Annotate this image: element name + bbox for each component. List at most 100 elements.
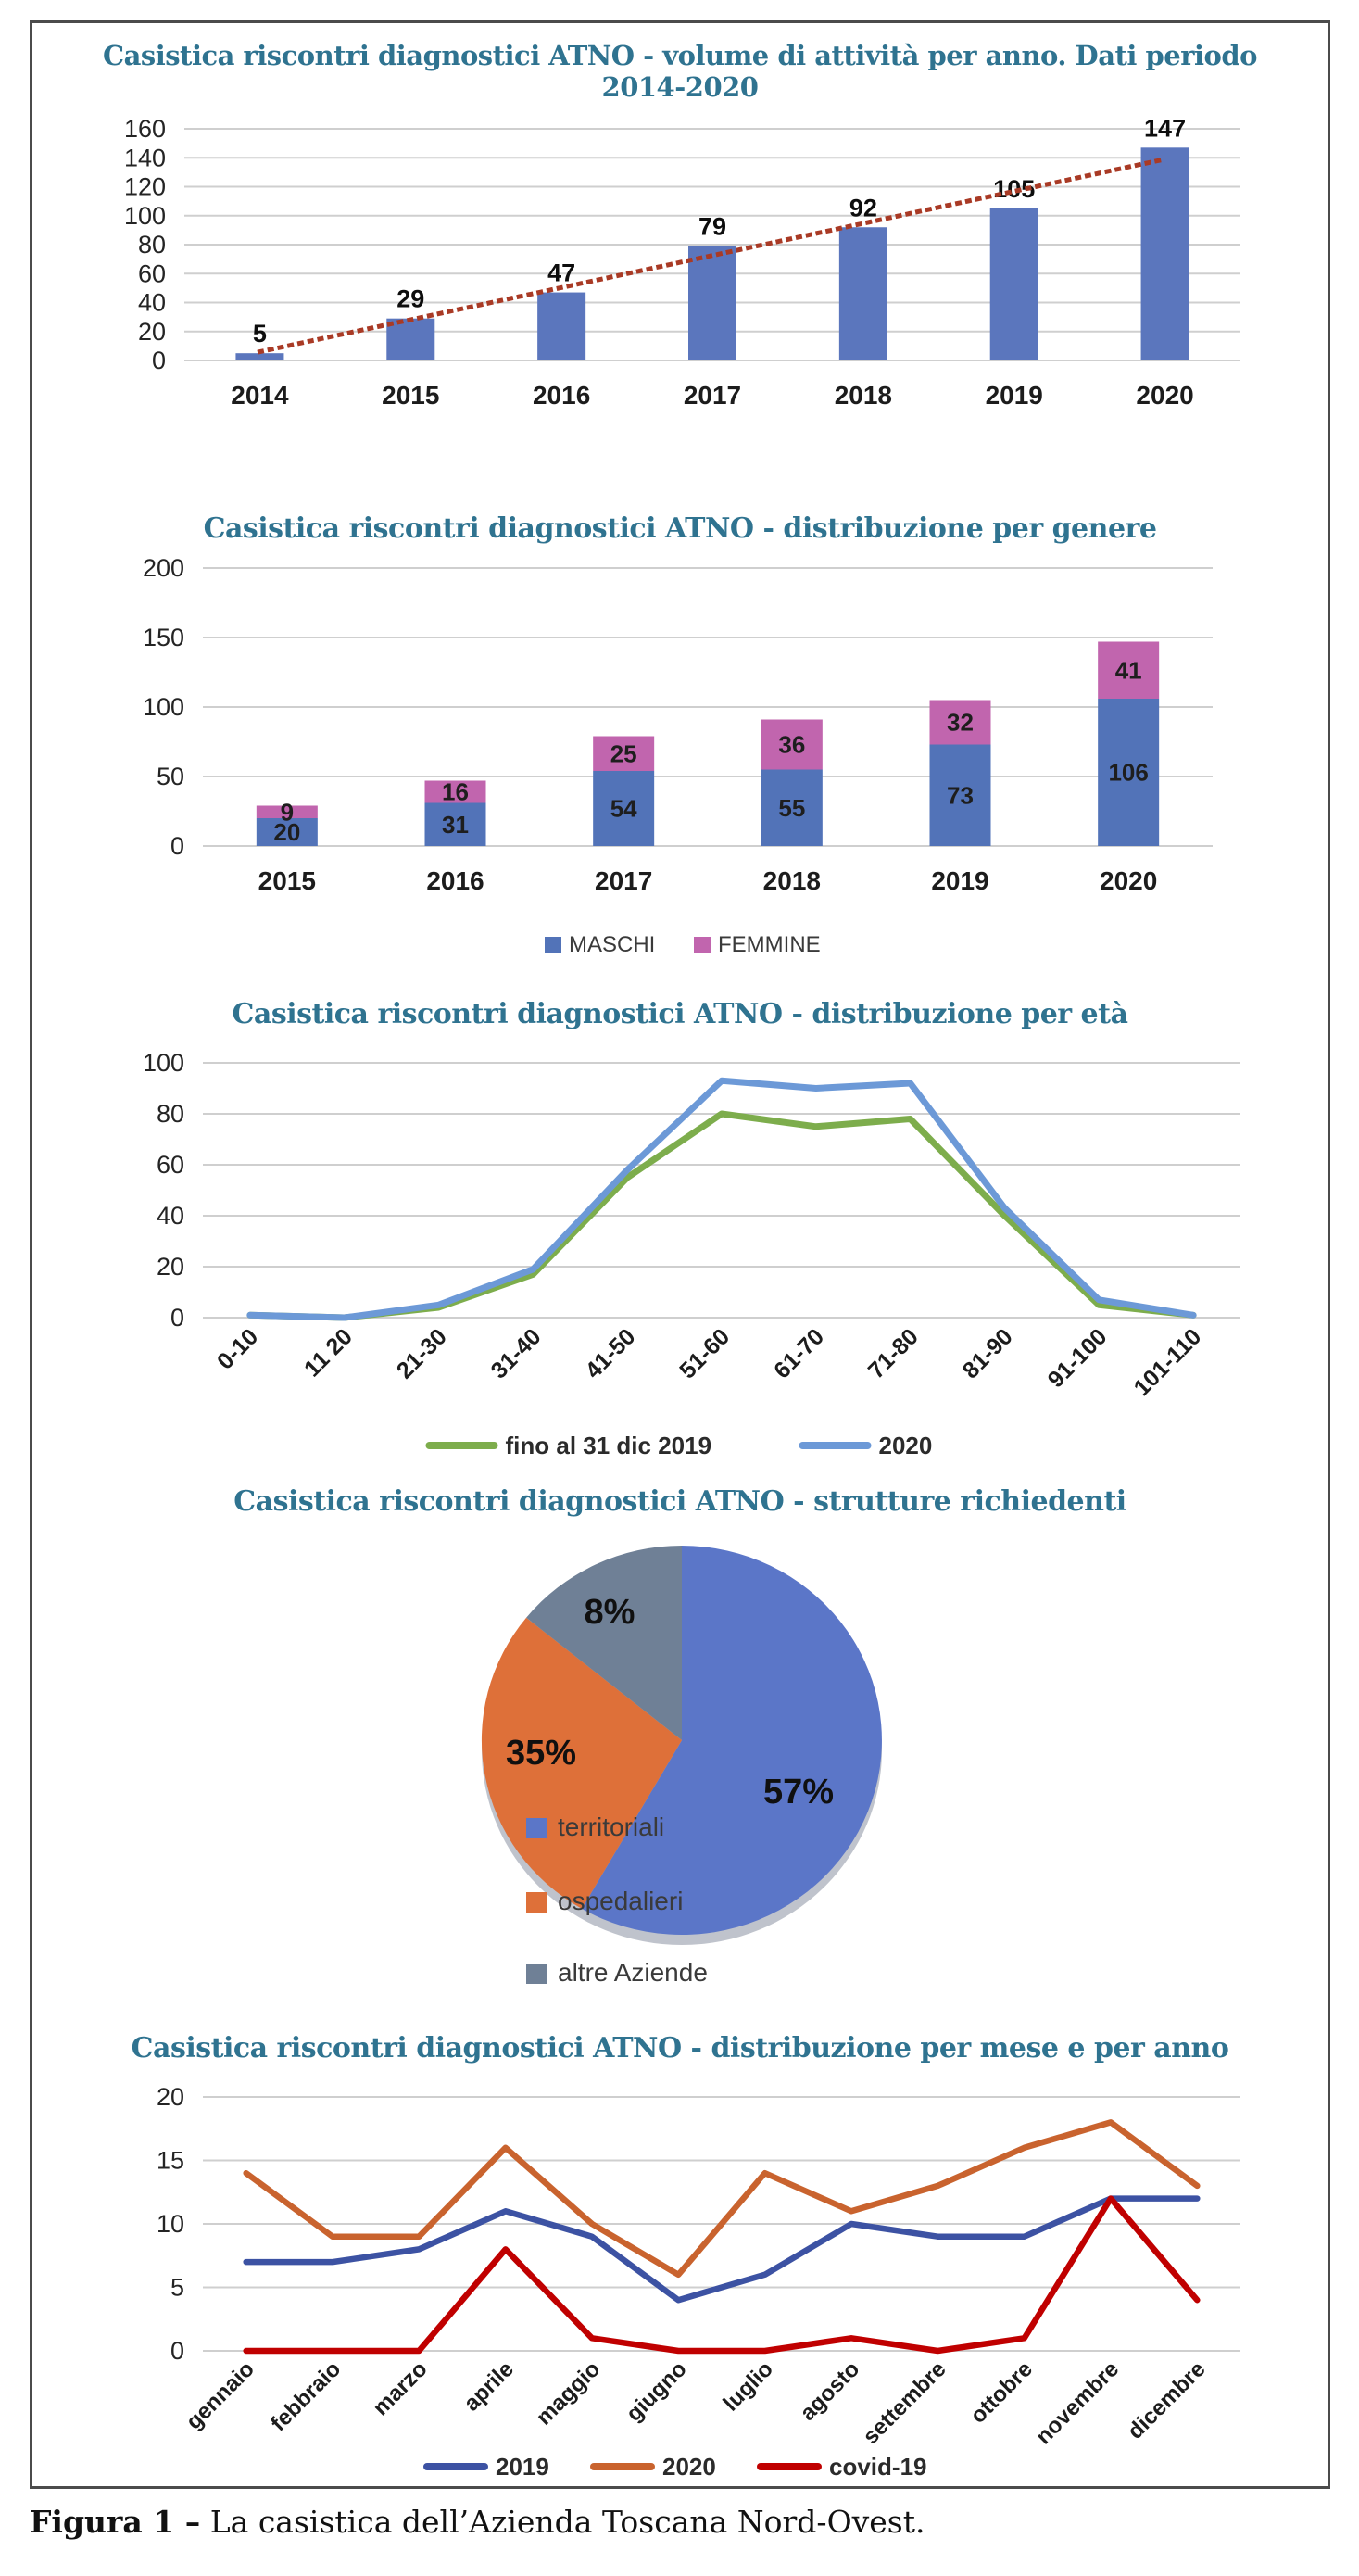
legend-swatch-altre Aziende [526, 1964, 547, 1984]
seg-label-2020-MASCHI: 106 [1108, 759, 1148, 787]
pie-slice-territoriali [582, 1546, 882, 1935]
ytick-200: 200 [143, 554, 184, 582]
seg-label-2016-FEMMINE: 16 [442, 778, 469, 806]
xtick-2019: 2019 [931, 866, 988, 895]
bar-2015-MASCHI [256, 818, 318, 846]
chart-section-genere: Casistica riscontri diagnostici ATNO - d… [32, 512, 1328, 971]
ytick-100: 100 [124, 202, 166, 230]
pct-label-territoriali: 57% [763, 1773, 834, 1812]
legend-swatch-MASCHI [545, 937, 561, 953]
ytick-5: 5 [170, 2274, 184, 2302]
xtick-2017: 2017 [595, 866, 652, 895]
xtick-2020: 2020 [1136, 381, 1193, 410]
ytick-10: 10 [157, 2210, 184, 2238]
xtick-agosto: agosto [796, 2356, 865, 2426]
chart-section-eta: Casistica riscontri diagnostici ATNO - d… [32, 998, 1328, 1475]
bar-2017 [688, 246, 736, 360]
seg-label-2015-FEMMINE: 9 [281, 798, 294, 826]
seg-label-2019-FEMMINE: 32 [947, 709, 974, 737]
caption-text: La casistica dell’Azienda Toscana Nord-O… [200, 2504, 925, 2540]
legend-label-MASCHI: MASCHI [569, 932, 655, 957]
legend-label-2019: 2019 [496, 2453, 549, 2481]
ytick-80: 80 [138, 231, 166, 259]
bar-2016-FEMMINE [424, 780, 486, 803]
legend: fino al 31 dic 2019 2020 [425, 1432, 932, 1459]
bar-2019 [989, 208, 1038, 360]
ytick-100: 100 [143, 693, 184, 721]
xtick-41-50: 41-50 [580, 1323, 640, 1383]
bar-2020-FEMMINE [1098, 641, 1160, 699]
x-axis-labels: gennaio febbraio marzo aprile maggio giugno lu… [182, 2356, 1211, 2449]
legend-label-fino al 31 dic 2019: fino al 31 dic 2019 [506, 1432, 712, 1459]
stacked-bars: 209 2015 31 16 2016 54 25 2017 55 36 2018 73 32 2019 1… [256, 641, 1160, 895]
legend: 2019 2020 covid-19 [423, 2453, 927, 2481]
ytick-0: 0 [170, 1304, 184, 1332]
chart-section-mese: Casistica riscontri diagnostici ATNO - d… [32, 2032, 1328, 2491]
caption-label: Figura 1 – [30, 2504, 201, 2540]
xtick-dicembre: dicembre [1123, 2356, 1211, 2444]
ytick-0: 0 [170, 2337, 184, 2365]
legend-label-covid-19: covid-19 [829, 2453, 927, 2481]
bar-2017-FEMMINE [593, 736, 655, 771]
ytick-60: 60 [157, 1151, 184, 1179]
xtick-settembre: settembre [858, 2356, 950, 2449]
x-axis-labels: 0-10 11 20 21-30 31-40 41-50 51-60 61-70 71-80 8… [212, 1323, 1206, 1401]
ytick-0: 0 [170, 832, 184, 860]
ytick-20: 20 [157, 2083, 184, 2111]
genere-stacked-bar-chart: 0501001502002092015311620165425201755362… [143, 554, 1213, 957]
volume-bar-chart: 0204060801001201401605201429201547201679… [124, 114, 1240, 410]
seg-label-2015-MASCHI: 20 [273, 818, 300, 846]
chart-title-strutture: Casistica riscontri diagnostici ATNO - s… [233, 1485, 1126, 1518]
value-label-2016: 47 [547, 259, 575, 287]
xtick-101-110: 101-110 [1129, 1323, 1207, 1401]
bar-2018 [838, 227, 887, 360]
xtick-31-40: 31-40 [486, 1323, 547, 1383]
bar-2016-MASCHI [424, 802, 486, 846]
ytick-0: 0 [152, 347, 166, 374]
ytick-20: 20 [138, 318, 166, 346]
bar-2018-MASCHI [761, 769, 823, 846]
bar-2014 [235, 353, 284, 360]
xtick-gennaio: gennaio [182, 2356, 259, 2434]
xtick-21-30: 21-30 [392, 1323, 452, 1383]
y-axis-grid: 0 20 40 60 80 100 [143, 1049, 1240, 1332]
legend-label-altre Aziende: altre Aziende [558, 1958, 708, 1987]
ytick-40: 40 [157, 1202, 184, 1230]
xtick-maggio: maggio [532, 2356, 605, 2430]
legend-label-territoriali: territoriali [558, 1812, 664, 1841]
bar-2020 [1140, 147, 1189, 360]
xtick-11 20: 11 20 [299, 1323, 358, 1382]
xtick-2018: 2018 [835, 381, 892, 410]
bar-2019-FEMMINE [929, 700, 991, 745]
value-label-2017: 79 [698, 213, 726, 241]
xtick-2015: 2015 [258, 866, 316, 895]
ytick-150: 150 [143, 624, 184, 651]
ytick-50: 50 [157, 763, 184, 790]
ytick-20: 20 [157, 1253, 184, 1281]
chart-title-volume: Casistica riscontri diagnostici ATNO - v… [103, 40, 1257, 103]
bar-2015 [386, 318, 435, 360]
ytick-160: 160 [124, 115, 166, 143]
seg-label-2018-MASCHI: 55 [778, 794, 805, 822]
line-2019 [243, 2195, 1201, 2304]
bar-2018-FEMMINE [761, 719, 823, 770]
pct-label-ospedalieri: 35% [506, 1734, 576, 1773]
xtick-61-70: 61-70 [769, 1323, 829, 1383]
value-label-2015: 29 [396, 285, 424, 313]
chart-section-volume: Casistica riscontri diagnostici ATNO - v… [32, 40, 1328, 418]
chart-title-mese: Casistica riscontri diagnostici ATNO - d… [131, 2032, 1229, 2065]
xtick-febbraio: febbraio [266, 2356, 346, 2436]
bar-2016 [537, 292, 586, 360]
xtick-2016: 2016 [426, 866, 484, 895]
line-2020 [243, 2119, 1201, 2279]
trend-line [257, 156, 1168, 355]
pie-slice-altre Aziende [526, 1546, 682, 1740]
chart-section-strutture: Casistica riscontri diagnostici ATNO - s… [32, 1485, 1328, 2009]
xtick-71-80: 71-80 [863, 1323, 924, 1383]
ytick-80: 80 [157, 1100, 184, 1128]
xtick-91-100: 91-100 [1043, 1323, 1113, 1393]
ytick-100: 100 [143, 1049, 184, 1077]
bar-2019-MASCHI [929, 744, 991, 846]
